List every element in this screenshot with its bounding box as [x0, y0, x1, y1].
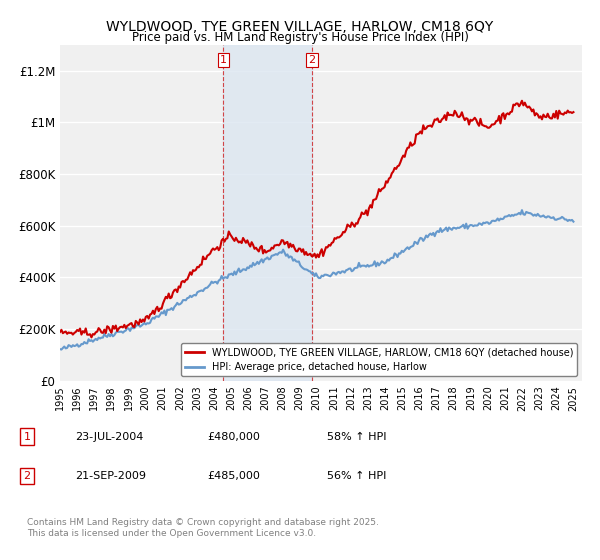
Text: 1: 1	[220, 55, 227, 65]
Text: £485,000: £485,000	[207, 471, 260, 481]
Text: 1: 1	[23, 432, 31, 442]
Text: 2: 2	[23, 471, 31, 481]
Text: 21-SEP-2009: 21-SEP-2009	[75, 471, 146, 481]
Text: 2: 2	[308, 55, 316, 65]
Text: Price paid vs. HM Land Registry's House Price Index (HPI): Price paid vs. HM Land Registry's House …	[131, 31, 469, 44]
Text: 23-JUL-2004: 23-JUL-2004	[75, 432, 143, 442]
Text: £480,000: £480,000	[207, 432, 260, 442]
Text: 56% ↑ HPI: 56% ↑ HPI	[327, 471, 386, 481]
Text: 58% ↑ HPI: 58% ↑ HPI	[327, 432, 386, 442]
Text: Contains HM Land Registry data © Crown copyright and database right 2025.
This d: Contains HM Land Registry data © Crown c…	[27, 518, 379, 538]
Legend: WYLDWOOD, TYE GREEN VILLAGE, HARLOW, CM18 6QY (detached house), HPI: Average pri: WYLDWOOD, TYE GREEN VILLAGE, HARLOW, CM1…	[181, 343, 577, 376]
Bar	[223, 45, 312, 381]
Text: WYLDWOOD, TYE GREEN VILLAGE, HARLOW, CM18 6QY: WYLDWOOD, TYE GREEN VILLAGE, HARLOW, CM1…	[106, 20, 494, 34]
